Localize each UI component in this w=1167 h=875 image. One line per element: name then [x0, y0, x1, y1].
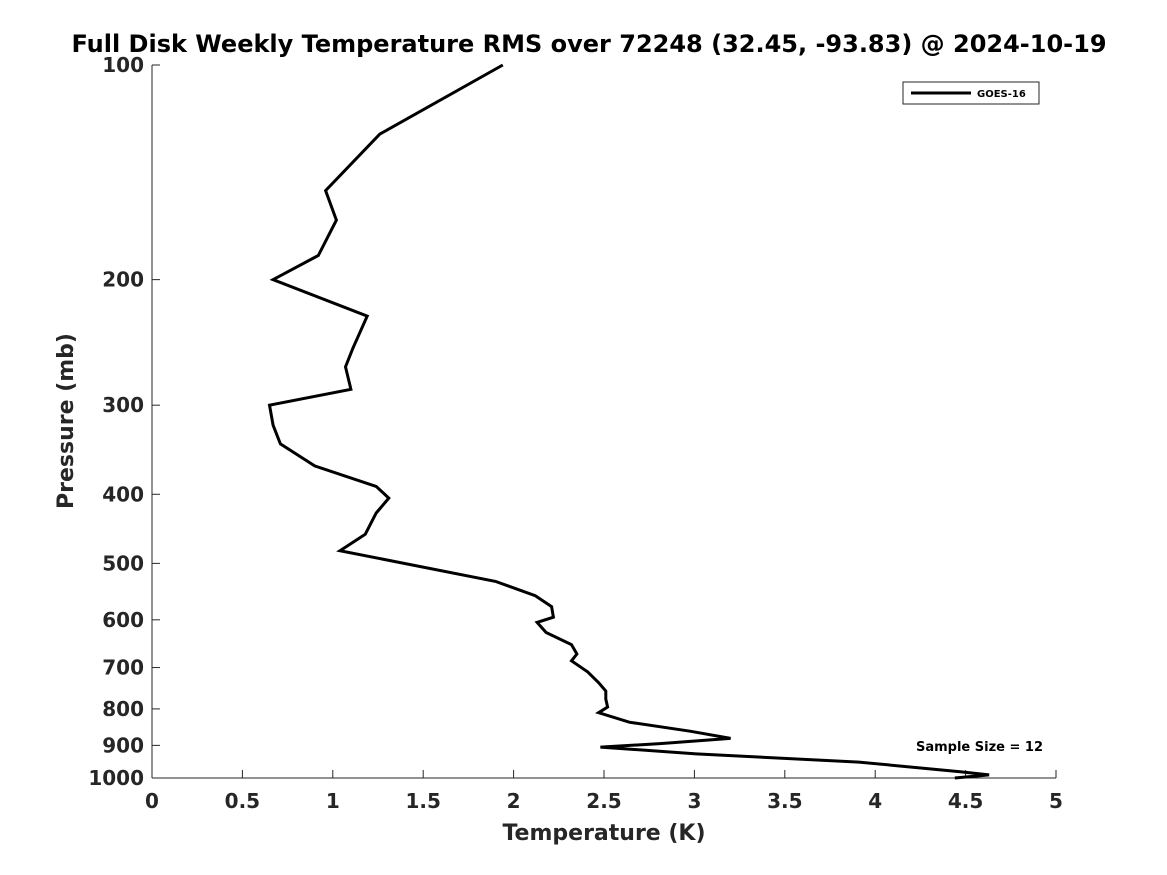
y-tick-label: 300 [102, 393, 144, 417]
chart-title: Full Disk Weekly Temperature RMS over 72… [71, 30, 1106, 58]
y-tick-label: 600 [102, 608, 144, 632]
x-tick-label: 0.5 [225, 789, 260, 813]
series-line-goes-16 [267, 63, 990, 780]
x-tick-label: 1.5 [405, 789, 440, 813]
y-tick-label: 400 [102, 482, 144, 506]
y-tick-label: 200 [102, 268, 144, 292]
x-tick-label: 4 [868, 789, 882, 813]
y-tick-label: 1000 [88, 766, 144, 790]
x-tick-label: 3.5 [767, 789, 802, 813]
series-layer [267, 63, 990, 780]
y-tick-label: 800 [102, 697, 144, 721]
y-tick-label: 700 [102, 656, 144, 680]
x-tick-label: 1 [326, 789, 340, 813]
x-axis-ticks: 0 0.5 1 1.5 2 2.5 3 3.5 4 4.5 5 [145, 770, 1063, 813]
x-tick-label: 4.5 [948, 789, 983, 813]
x-axis-label: Temperature (K) [502, 821, 705, 846]
x-tick-label: 2.5 [586, 789, 621, 813]
y-axis-ticks: 100 200 300 400 500 600 700 800 900 1000 [88, 53, 160, 790]
x-tick-label: 5 [1049, 789, 1063, 813]
x-tick-label: 2 [507, 789, 521, 813]
legend: GOES-16 [902, 81, 1040, 105]
y-axis-label: Pressure (mb) [54, 333, 79, 509]
x-tick-label: 3 [687, 789, 701, 813]
y-tick-label: 100 [102, 53, 144, 77]
sample-size-annotation: Sample Size = 12 [916, 740, 1043, 755]
legend-label-goes-16: GOES-16 [977, 89, 1026, 100]
x-tick-label: 0 [145, 789, 159, 813]
plot-area: 0 0.5 1 1.5 2 2.5 3 3.5 4 4.5 5 100 200 300 400 500 600… [88, 53, 1063, 813]
y-tick-label: 500 [102, 551, 144, 575]
y-tick-label: 900 [102, 733, 144, 757]
